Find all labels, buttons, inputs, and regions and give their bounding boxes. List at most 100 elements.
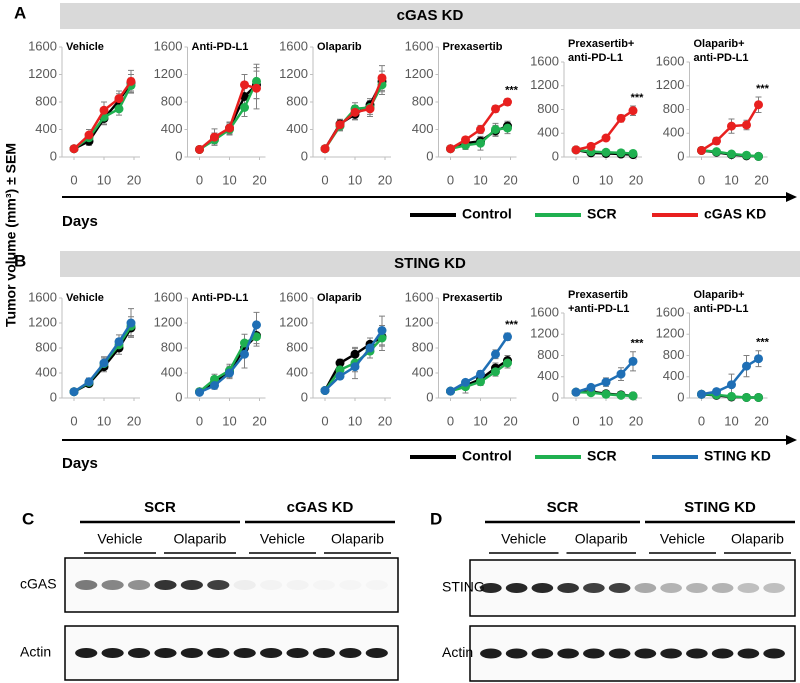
data-point — [754, 392, 763, 402]
x-tick-label: 0 — [698, 172, 705, 187]
chart-title: Anti-PD-L1 — [192, 292, 249, 304]
data-point — [491, 125, 500, 134]
x-tick-label: 20 — [629, 172, 643, 187]
data-point — [69, 387, 79, 397]
blot-row-label: cGAS — [20, 576, 57, 592]
x-tick-label: 0 — [321, 413, 328, 428]
group-label: STING KD — [684, 499, 756, 516]
y-tick-label: 1200 — [405, 66, 434, 81]
data-point — [446, 386, 455, 396]
blot-band — [233, 580, 256, 590]
treatment-label: Vehicle — [260, 531, 305, 547]
x-tick-label: 20 — [252, 413, 266, 428]
data-point — [491, 367, 500, 377]
y-tick-label: 800 — [35, 339, 57, 354]
y-tick-label: 1200 — [28, 66, 57, 81]
blot-band — [480, 648, 502, 659]
y-tick-label: 1200 — [530, 326, 559, 341]
data-point — [697, 145, 706, 155]
blot-band — [260, 648, 283, 658]
x-tick-label: 10 — [97, 172, 111, 187]
data-point — [571, 145, 581, 155]
y-tick-label: 800 — [161, 339, 183, 354]
blot-band — [608, 648, 631, 659]
data-point — [252, 332, 261, 342]
x-tick-label: 20 — [378, 172, 392, 187]
y-tick-label: 1600 — [154, 289, 183, 304]
y-tick-label: 400 — [537, 125, 559, 140]
data-point — [742, 150, 751, 160]
y-tick-label: 0 — [552, 148, 559, 163]
blot-row-label: Actin — [442, 644, 473, 660]
chart-title: Olaparib — [317, 41, 362, 53]
x-tick-label: 20 — [754, 413, 768, 428]
y-tick-label: 800 — [286, 93, 308, 108]
blot-band — [75, 648, 98, 658]
y-tick-label: 1600 — [279, 289, 308, 304]
data-point — [195, 387, 204, 397]
x-tick-label: 20 — [629, 413, 643, 428]
y-tick-label: 400 — [161, 121, 183, 136]
data-point — [350, 107, 360, 117]
y-tick-label: 1600 — [530, 53, 559, 68]
x-tick-label: 0 — [572, 413, 579, 428]
y-tick-label: 400 — [663, 125, 685, 140]
x-tick-label: 20 — [127, 172, 141, 187]
blot-band — [557, 648, 579, 659]
y-tick-label: 1600 — [154, 38, 183, 53]
blot-band — [75, 580, 98, 590]
chart-title: Olaparib — [317, 292, 362, 304]
data-point — [365, 104, 375, 114]
y-tick-label: 1200 — [656, 326, 685, 341]
blot-band — [583, 648, 605, 659]
series-line — [73, 80, 133, 150]
blot-band — [366, 580, 388, 590]
y-tick-label: 1200 — [656, 77, 685, 92]
blot-band — [339, 580, 361, 590]
data-point — [586, 382, 596, 392]
data-point — [727, 380, 736, 390]
y-tick-label: 800 — [412, 339, 434, 354]
section-header — [60, 251, 800, 277]
blot-band — [557, 583, 579, 593]
y-tick-label: 400 — [412, 364, 434, 379]
panel-label: C — [22, 509, 34, 528]
x-tick-label: 20 — [378, 413, 392, 428]
x-tick-label: 10 — [348, 172, 362, 187]
treatment-label: Olaparib — [331, 531, 384, 547]
blot-band — [608, 583, 631, 593]
chart-title: anti-PD-L1 — [694, 52, 749, 64]
data-point — [84, 130, 94, 140]
data-point — [114, 104, 124, 114]
data-point — [84, 377, 94, 387]
chart-title: Vehicle — [66, 292, 104, 304]
data-point — [754, 354, 763, 364]
data-point — [697, 389, 706, 399]
data-point — [350, 349, 360, 359]
blot-band — [260, 580, 282, 590]
data-point — [210, 132, 219, 142]
y-tick-label: 0 — [426, 389, 433, 404]
arrow-head — [786, 435, 797, 445]
data-point — [742, 120, 751, 130]
chart-title: +anti-PD-L1 — [568, 303, 629, 315]
blot-row-label: Actin — [20, 644, 51, 660]
x-axis-label: Days — [62, 213, 98, 230]
y-tick-label: 0 — [175, 148, 182, 163]
x-tick-label: 0 — [70, 413, 77, 428]
y-tick-label: 1600 — [28, 38, 57, 53]
y-tick-label: 0 — [50, 389, 57, 404]
y-tick-label: 400 — [537, 368, 559, 383]
y-tick-label: 1600 — [656, 53, 685, 68]
data-point — [727, 149, 736, 159]
y-tick-label: 400 — [286, 121, 308, 136]
treatment-label: Vehicle — [660, 531, 705, 547]
x-tick-label: 10 — [473, 413, 487, 428]
significance: *** — [756, 83, 770, 95]
blot-band — [583, 583, 605, 593]
data-point — [240, 338, 249, 348]
y-tick-label: 800 — [663, 101, 685, 116]
data-point — [114, 337, 124, 347]
data-point — [754, 151, 763, 161]
treatment-label: Olaparib — [575, 531, 628, 547]
